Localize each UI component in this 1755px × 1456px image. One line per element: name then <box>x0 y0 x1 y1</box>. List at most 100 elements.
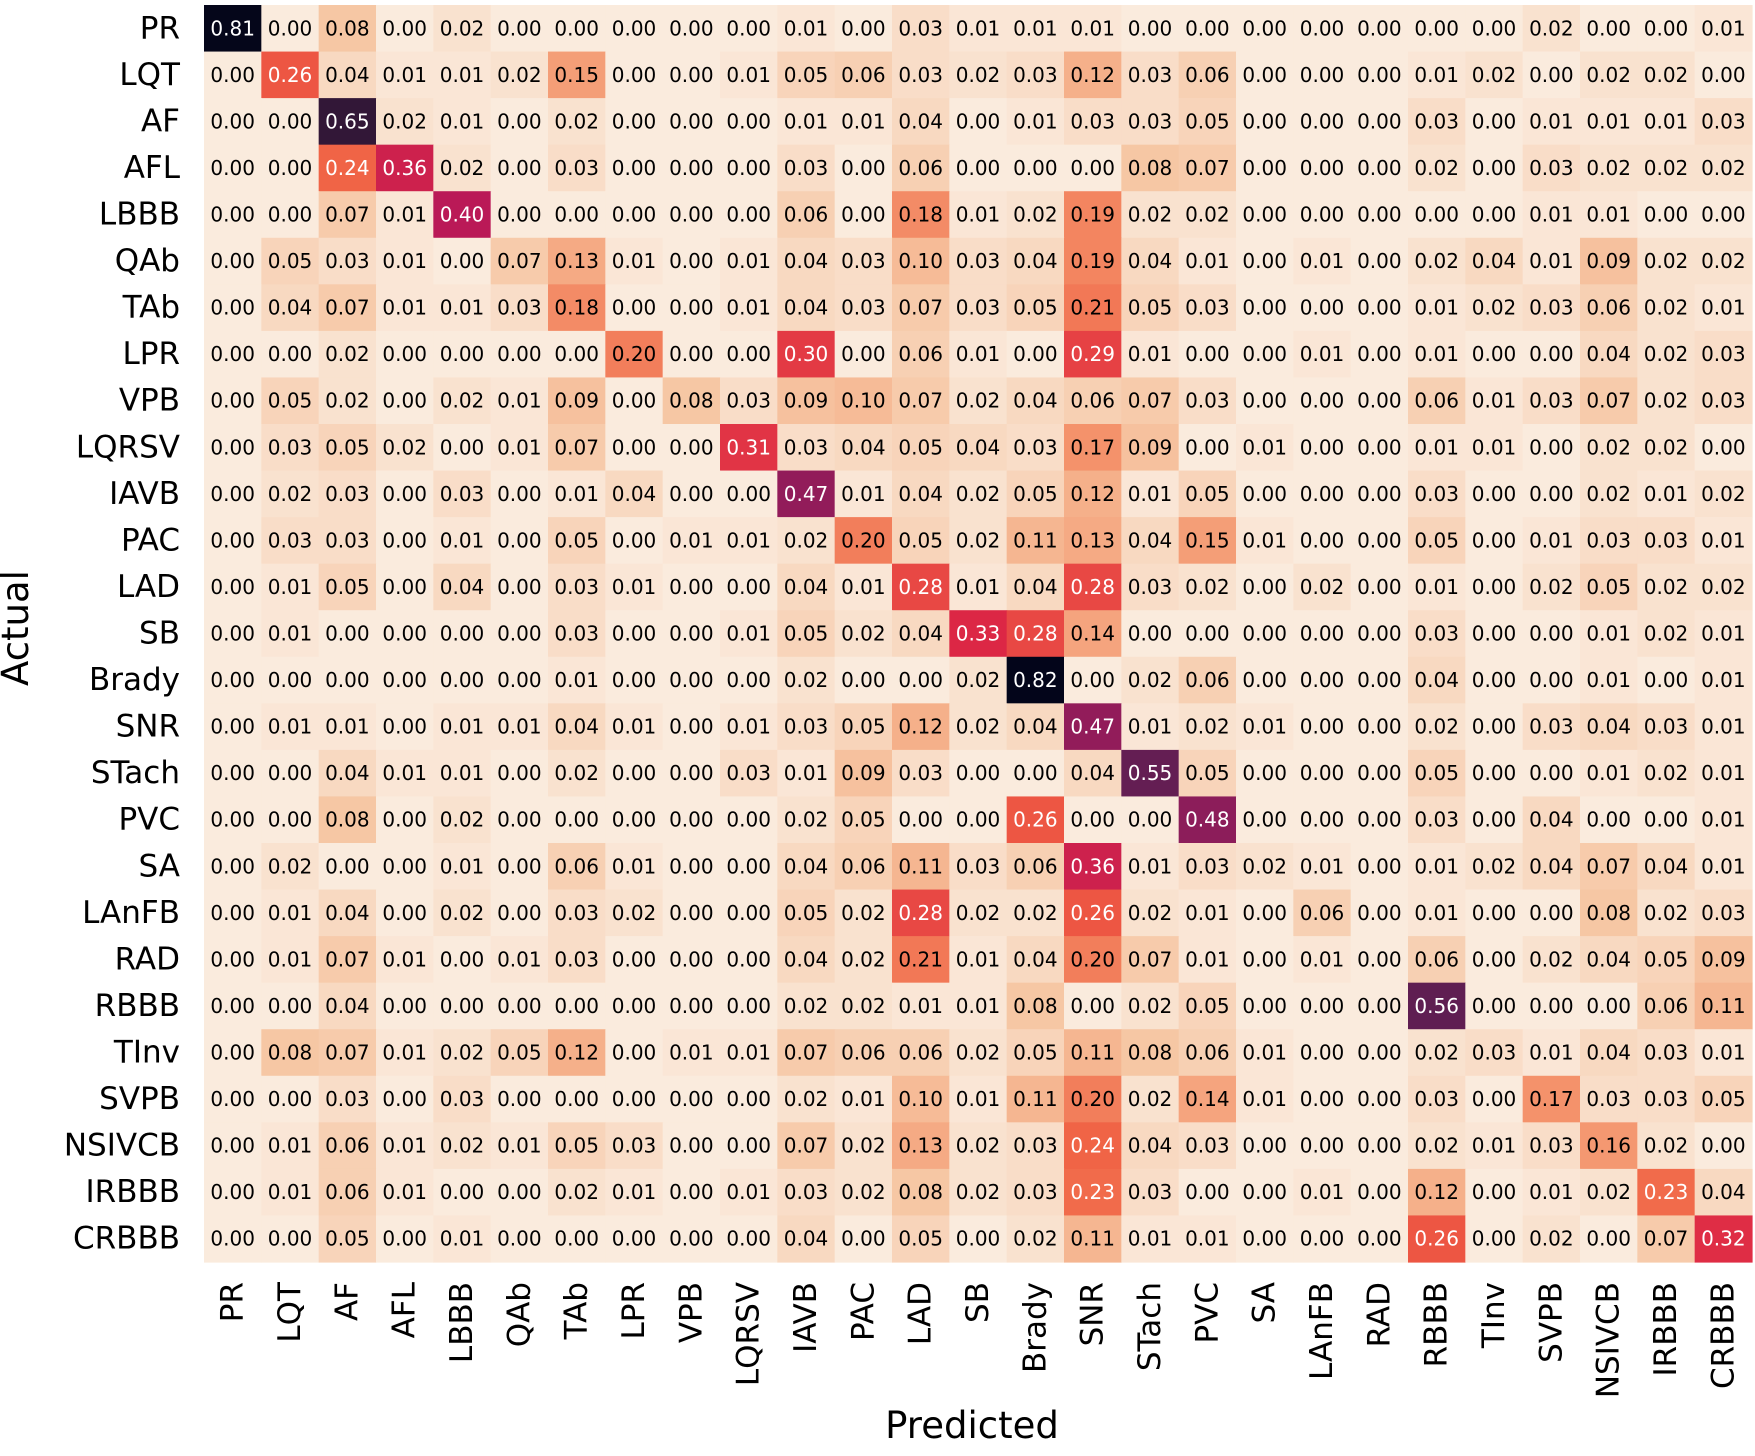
cell-value-label-SB-LQT: 0.01 <box>268 622 313 646</box>
heatmap-cell-SNR-TInv <box>1465 703 1524 751</box>
cell-value-label-TAb-PAC: 0.03 <box>841 296 886 320</box>
cell-value-label-Brady-NSIVCB: 0.01 <box>1586 668 1631 692</box>
x-tick-label-LAD: LAD <box>903 1282 939 1345</box>
cell-value-label-LQRSV-PAC: 0.04 <box>841 435 886 459</box>
y-tick-label-TInv: TInv <box>113 1035 180 1071</box>
cell-value-label-TAb-PVC: 0.03 <box>1185 296 1230 320</box>
heatmap-cell-PVC-LQT <box>261 796 320 844</box>
cell-value-label-QAb-SNR: 0.19 <box>1070 249 1115 273</box>
heatmap-cell-AF-NSIVCB <box>1580 98 1638 146</box>
heatmap-cell-Brady-AFL <box>376 656 434 704</box>
cell-value-label-SVPB-SNR: 0.20 <box>1070 1087 1115 1111</box>
cell-value-label-Brady-LPR: 0.00 <box>612 668 657 692</box>
heatmap-cell-Brady-CRBBB <box>1694 656 1753 704</box>
cell-value-label-IRBBB-STach: 0.03 <box>1128 1180 1173 1204</box>
cell-value-label-CRBBB-LBBB: 0.01 <box>440 1227 485 1251</box>
heatmap-cell-LBBB-IAVB <box>777 191 836 239</box>
cell-value-label-QAb-RBBB: 0.02 <box>1414 249 1459 273</box>
cell-value-label-IRBBB-LQRSV: 0.01 <box>726 1180 771 1204</box>
cell-value-label-IRBBB-IAVB: 0.03 <box>784 1180 829 1204</box>
cell-value-label-Brady-RBBB: 0.04 <box>1414 668 1459 692</box>
heatmap-cell-PR-AF <box>318 5 377 53</box>
cell-value-label-VPB-PAC: 0.10 <box>841 389 886 413</box>
heatmap-cell-SVPB-RAD <box>1350 1075 1409 1123</box>
heatmap-cell-SA-RAD <box>1350 843 1409 891</box>
heatmap-cell-AF-SB <box>949 98 1008 146</box>
heatmap-cell-PR-IAVB <box>777 5 836 53</box>
x-tick-label-IRBBB: IRBBB <box>1648 1282 1684 1376</box>
heatmap-cell-PAC-RAD <box>1350 517 1409 565</box>
heatmap-cell-VPB-RBBB <box>1408 377 1466 425</box>
heatmap-cell-LQT-PR <box>204 51 262 99</box>
cell-value-label-STach-IAVB: 0.01 <box>784 761 829 785</box>
heatmap-cell-PR-PAC <box>834 5 893 53</box>
heatmap-cell-SB-SA <box>1236 610 1294 658</box>
heatmap-cell-LQRSV-SVPB <box>1522 424 1581 472</box>
heatmap-cell-AFL-VPB <box>662 144 721 192</box>
heatmap-cell-LPR-LBBB <box>433 330 492 379</box>
heatmap-cell-PR-TAb <box>548 5 606 53</box>
heatmap-cell-SB-QAb <box>490 610 549 658</box>
cell-value-label-LQT-PAC: 0.06 <box>841 63 886 87</box>
heatmap-cell-SNR-PVC <box>1178 703 1237 751</box>
heatmap-cell-SVPB-STach <box>1121 1075 1180 1123</box>
cell-value-label-PVC-SB: 0.00 <box>956 808 1001 832</box>
heatmap-cell-NSIVCB-IAVB <box>777 1122 836 1170</box>
heatmap-cell-RAD-LPR <box>605 936 664 984</box>
heatmap-cell-IRBBB-QAb <box>490 1168 549 1217</box>
cell-value-label-SB-PR: 0.00 <box>210 622 255 646</box>
heatmap-cell-LPR-STach <box>1121 330 1180 379</box>
cell-value-label-SNR-LQRSV: 0.01 <box>726 715 771 739</box>
cell-value-label-IAVB-AF: 0.03 <box>325 482 370 506</box>
heatmap-cell-SA-PAC <box>834 843 893 891</box>
cell-value-label-TAb-RBBB: 0.01 <box>1414 296 1459 320</box>
heatmap-cell-PAC-LQRSV <box>720 517 778 565</box>
heatmap-cell-LQT-AF <box>318 51 377 99</box>
cell-value-label-QAb-VPB: 0.00 <box>669 249 714 273</box>
cell-value-label-VPB-PR: 0.00 <box>210 389 255 413</box>
heatmap-cell-LAD-IAVB <box>777 563 836 611</box>
y-tick-label-PAC: PAC <box>121 522 180 558</box>
cell-value-label-AF-LBBB: 0.01 <box>440 109 485 133</box>
cell-value-label-AF-PVC: 0.05 <box>1185 109 1230 133</box>
heatmap-cell-TAb-AF <box>318 284 377 332</box>
cell-value-label-AFL-QAb: 0.00 <box>497 156 542 180</box>
heatmap-cell-LPR-SNR <box>1064 330 1122 379</box>
heatmap-cell-LQT-Brady <box>1006 51 1065 99</box>
heatmap-cell-LBBB-RAD <box>1350 191 1409 239</box>
heatmap-cell-NSIVCB-STach <box>1121 1122 1180 1170</box>
heatmap-cell-LBBB-TInv <box>1465 191 1524 239</box>
heatmap-cell-LAD-NSIVCB <box>1580 563 1638 611</box>
cell-value-label-LAnFB-SB: 0.02 <box>956 901 1001 925</box>
cell-value-label-SVPB-NSIVCB: 0.03 <box>1586 1087 1631 1111</box>
heatmap-cell-CRBBB-CRBBB <box>1694 1215 1753 1263</box>
cell-value-label-QAb-STach: 0.04 <box>1128 249 1173 273</box>
cell-value-label-LBBB-QAb: 0.00 <box>497 203 542 227</box>
cell-value-label-SB-RBBB: 0.03 <box>1414 622 1459 646</box>
heatmap-cell-AF-PVC <box>1178 98 1237 146</box>
heatmap-cell-VPB-PVC <box>1178 377 1237 425</box>
cell-value-label-IAVB-PR: 0.00 <box>210 482 255 506</box>
cell-value-label-STach-TInv: 0.00 <box>1472 761 1517 785</box>
cell-value-label-LAnFB-LQT: 0.01 <box>268 901 313 925</box>
cell-value-label-Brady-SNR: 0.00 <box>1070 668 1115 692</box>
heatmap-cell-LPR-LQRSV <box>720 330 778 379</box>
heatmap-cell-LQRSV-CRBBB <box>1694 424 1753 472</box>
cell-value-label-RBBB-TAb: 0.00 <box>554 994 599 1018</box>
cell-value-label-IAVB-NSIVCB: 0.02 <box>1586 482 1631 506</box>
heatmap-cell-LBBB-IRBBB <box>1637 191 1696 239</box>
cell-value-label-PAC-SVPB: 0.01 <box>1529 528 1574 552</box>
cell-value-label-VPB-RAD: 0.00 <box>1357 389 1402 413</box>
heatmap-cell-CRBBB-TAb <box>548 1215 606 1263</box>
cell-value-label-LQRSV-QAb: 0.01 <box>497 435 542 459</box>
cell-value-label-SVPB-LAnFB: 0.00 <box>1300 1087 1345 1111</box>
cell-value-label-LQT-PVC: 0.06 <box>1185 63 1230 87</box>
heatmap-cell-LBBB-LPR <box>605 191 664 239</box>
heatmap-cell-CRBBB-LQRSV <box>720 1215 778 1263</box>
cell-value-label-NSIVCB-Brady: 0.03 <box>1013 1134 1058 1158</box>
heatmap-cell-LQT-TAb <box>548 51 606 99</box>
heatmap-cell-SVPB-AFL <box>376 1075 434 1123</box>
cell-value-label-LPR-VPB: 0.00 <box>669 342 714 366</box>
heatmap-cell-LPR-PAC <box>834 330 893 379</box>
heatmap-cell-SNR-Brady <box>1006 703 1065 751</box>
